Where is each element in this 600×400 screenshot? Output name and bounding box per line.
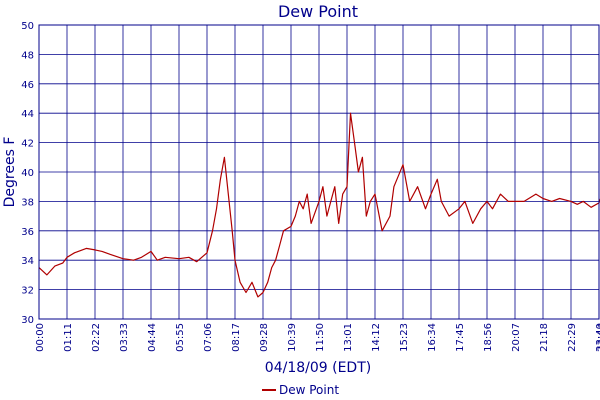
y-axis-ticks: 30 32 34 36 38 40 42 44 46 48 50	[21, 21, 34, 326]
x-tick-label: 04:44	[147, 323, 158, 352]
x-tick-label: 21:18	[539, 323, 550, 352]
y-tick-label: 46	[21, 80, 34, 91]
series-layer	[38, 112, 600, 298]
x-tick-label: 14:12	[371, 323, 382, 352]
x-tick-label: 02:22	[91, 323, 102, 352]
x-axis-ticks: 00:00 01:11 02:22 03:33 04:44 05:55 07:06 08:17…	[35, 323, 600, 352]
plot-border	[38, 24, 600, 320]
x-tick-label: 08:17	[231, 323, 242, 352]
x-tick-label: 01:11	[63, 323, 74, 352]
x-axis-label: 04/18/09 (EDT)	[265, 360, 371, 376]
x-tick-label: 11:50	[315, 323, 326, 352]
y-tick-label: 48	[21, 50, 34, 61]
y-axis-label: Degrees F	[2, 137, 18, 208]
y-tick-label: 34	[21, 256, 34, 267]
x-tick-label: 00:00	[35, 323, 46, 352]
series-line-dew-point	[38, 112, 600, 298]
y-tick-label: 50	[21, 21, 34, 32]
x-tick-label: 23:40	[595, 323, 600, 352]
x-tick-label: 17:45	[455, 323, 466, 352]
x-tick-label: 20:07	[511, 323, 522, 352]
x-tick-label: 09:28	[259, 323, 270, 352]
x-tick-label: 05:55	[175, 323, 186, 352]
x-tick-label: 13:01	[343, 323, 354, 352]
x-tick-label: 22:29	[567, 323, 578, 352]
y-tick-label: 30	[21, 315, 34, 326]
x-tick-label: 10:39	[287, 323, 298, 352]
y-tick-label: 38	[21, 197, 34, 208]
x-tick-label: 15:23	[399, 323, 410, 352]
y-tick-label: 42	[21, 139, 34, 150]
y-tick-label: 32	[21, 286, 34, 297]
chart-title: Dew Point	[278, 2, 358, 21]
x-tick-label: 03:33	[119, 323, 130, 352]
y-tick-label: 40	[21, 168, 34, 179]
x-tick-label: 07:06	[203, 323, 214, 352]
x-tick-label: 23:44	[597, 323, 600, 352]
x-tick-label: 16:34	[427, 323, 438, 352]
y-tick-label: 44	[21, 109, 34, 120]
x-tick-label: 18:56	[483, 323, 494, 352]
y-tick-label: 36	[21, 227, 34, 238]
legend: Dew Point	[262, 383, 339, 397]
legend-label: Dew Point	[279, 383, 339, 397]
grid	[38, 24, 600, 320]
